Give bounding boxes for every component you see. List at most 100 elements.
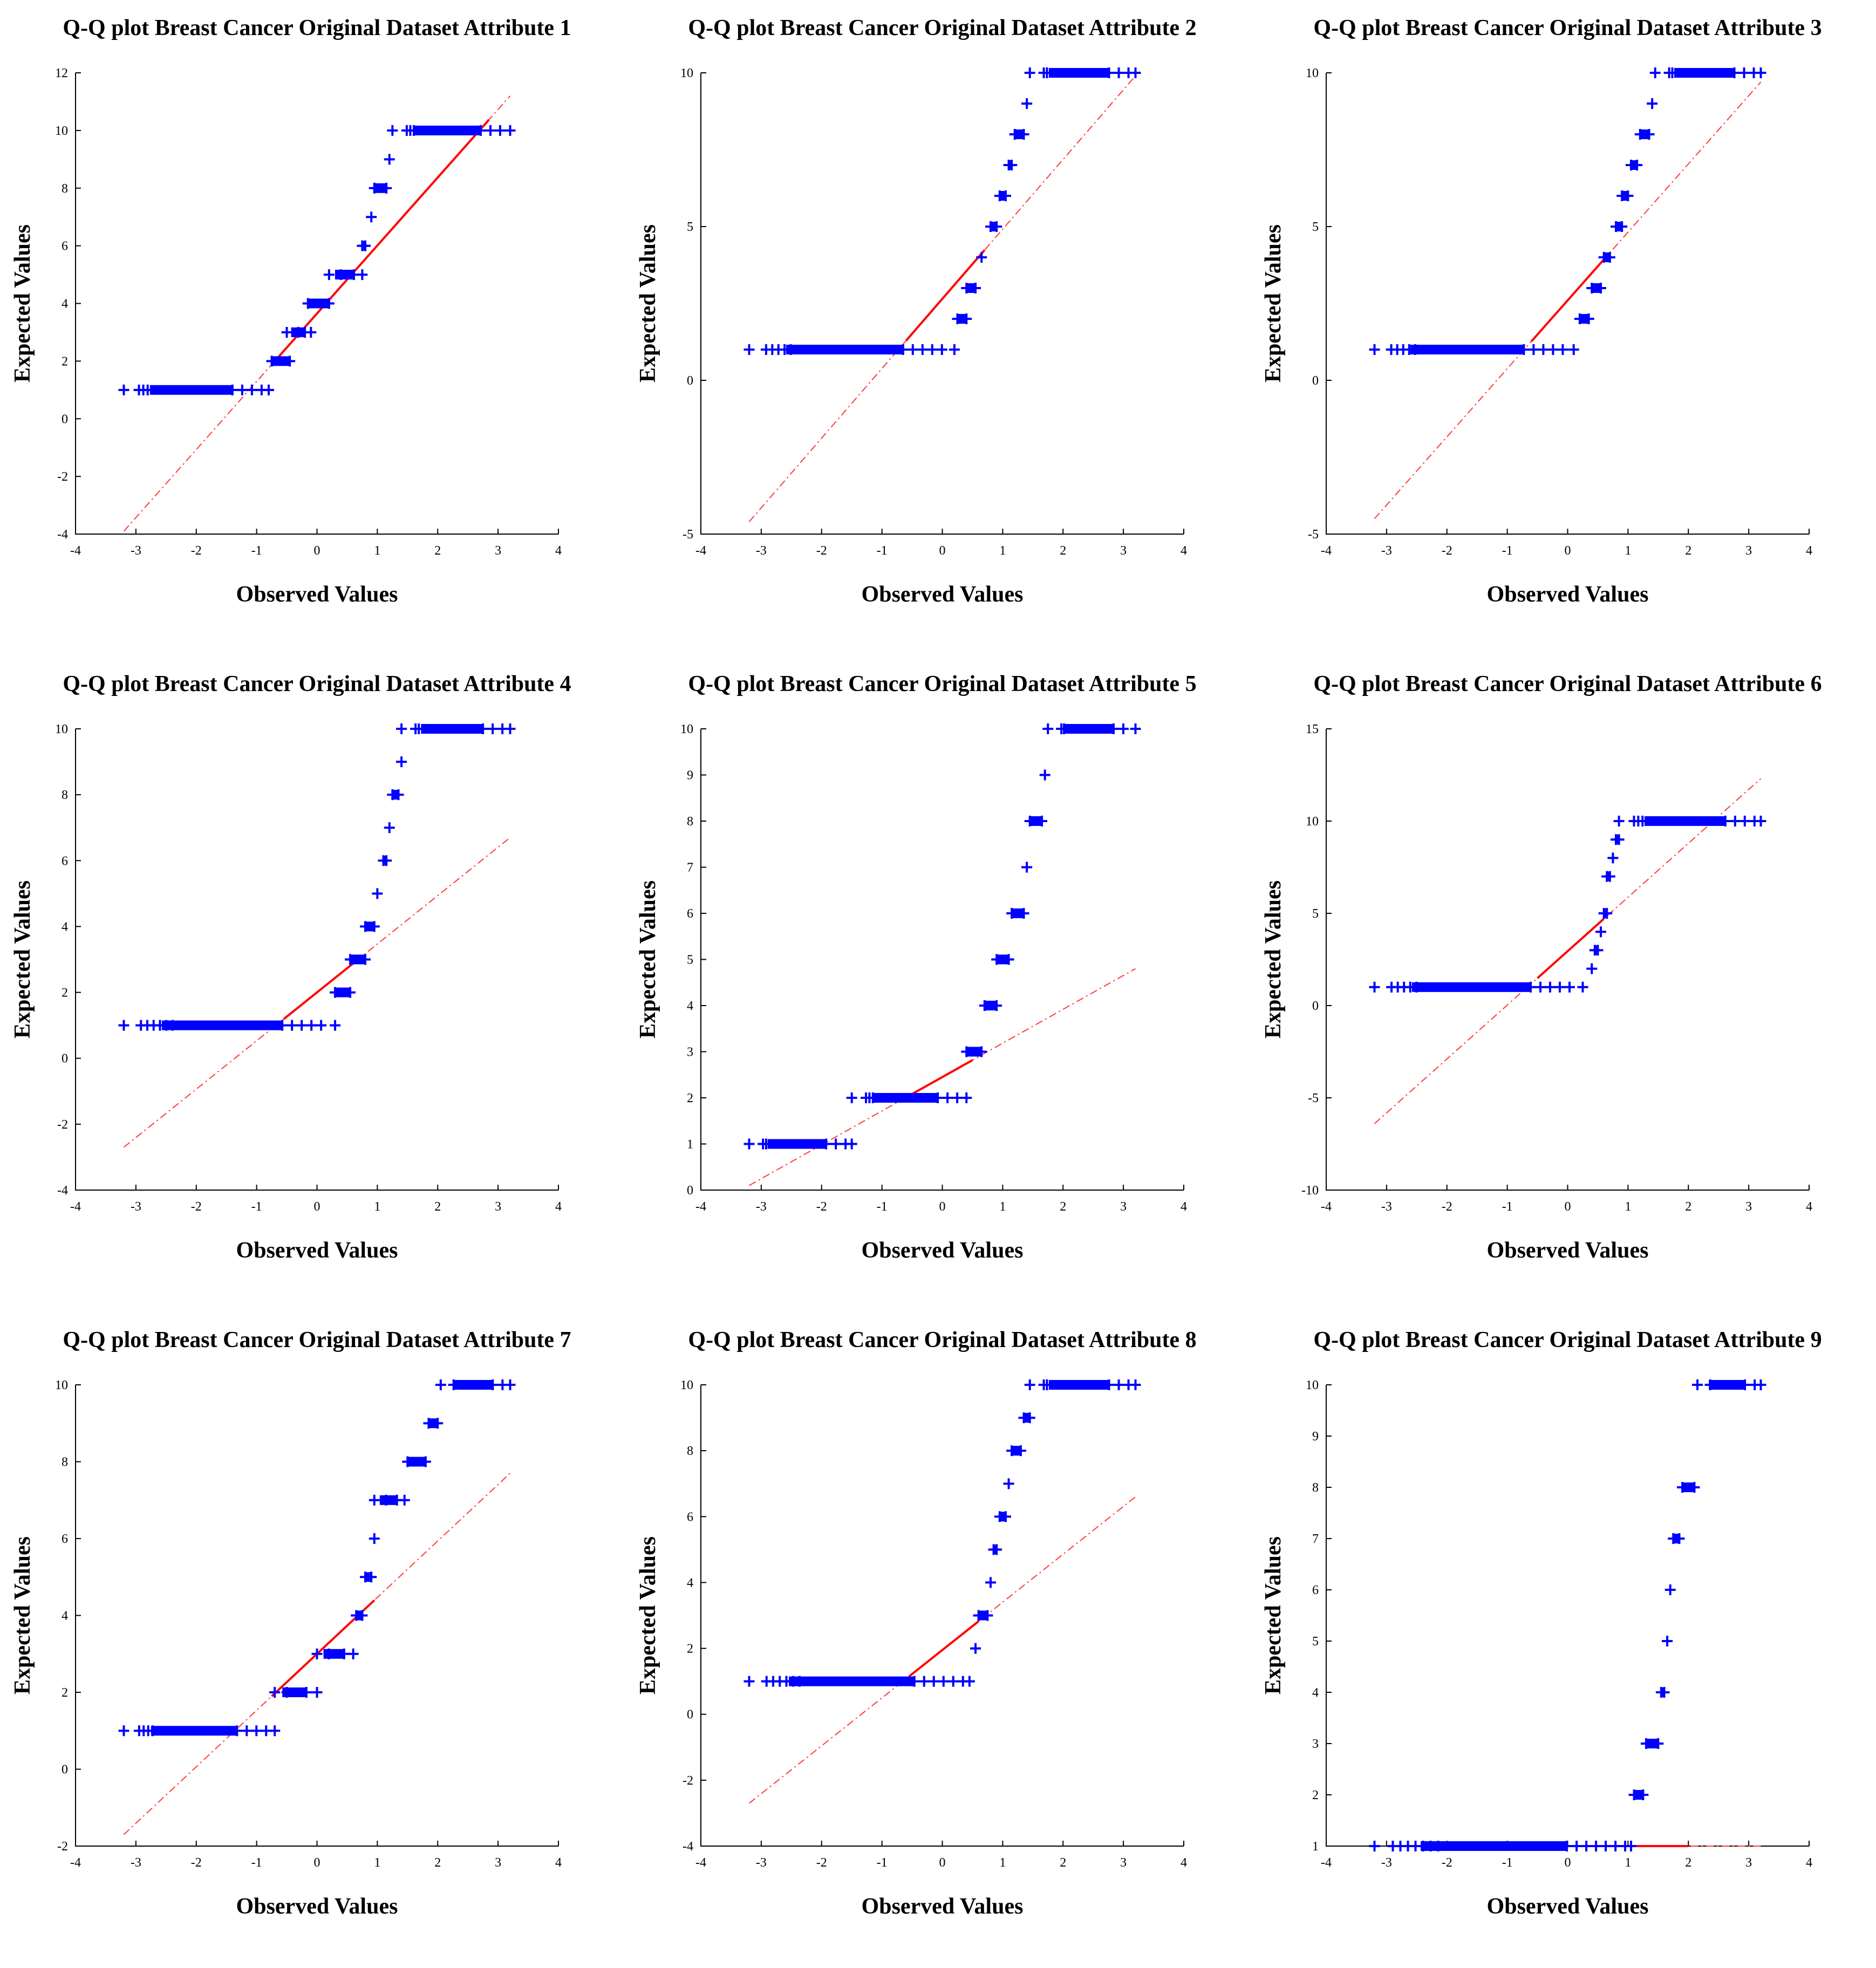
data-point [1538,344,1549,355]
data-point [366,211,377,223]
data-point [475,125,486,136]
y-tick-label: -4 [57,1184,68,1198]
x-axis-label: Observed Values [236,1894,398,1919]
y-tick-label: 8 [687,1444,693,1458]
data-point [1525,981,1536,993]
data-point [985,1577,996,1588]
data-point [1000,1511,1011,1522]
qq-points [743,67,1141,355]
data-point [1039,769,1050,781]
x-tick-label: -4 [1321,544,1332,558]
axes-frame [75,1385,558,1847]
data-point [1557,344,1568,355]
x-tick-label: 4 [1806,544,1812,558]
data-point [1021,862,1033,873]
qq-points [1369,67,1766,355]
plot-title: Q-Q plot Breast Cancer Original Dataset … [688,16,1196,40]
data-point [236,384,248,395]
data-point-cluster [1411,982,1531,992]
data-point [299,326,311,338]
y-tick-label: 2 [62,986,68,1000]
y-tick-label: 6 [1312,1583,1319,1597]
data-point [1123,67,1134,78]
data-point [357,1610,368,1621]
data-point [387,125,398,136]
data-point-cluster [308,298,329,309]
data-point [961,1092,972,1103]
x-tick-label: -1 [1502,544,1513,558]
y-tick-label: 9 [1312,1430,1319,1444]
x-tick-label: -2 [816,544,827,558]
data-point [1117,723,1129,734]
data-point [1749,1379,1761,1390]
data-point [1620,1841,1631,1851]
data-point [743,1676,755,1687]
data-point [1021,98,1033,109]
data-point [391,1494,403,1506]
data-point-cluster [786,345,903,354]
x-tick-label: -2 [191,1856,202,1870]
data-point [1640,1738,1652,1749]
y-axis-label: Expected Values [636,880,660,1038]
data-point [1748,67,1759,78]
data-point [970,1643,981,1654]
x-tick-label: -1 [877,544,888,558]
data-point [1592,945,1604,956]
x-tick-label: -3 [131,544,141,558]
reference-line [1374,81,1762,520]
x-tick-label: -2 [1442,1856,1452,1870]
data-point [347,1648,359,1659]
data-point [1586,963,1598,974]
y-tick-label: 10 [1306,815,1319,829]
x-axis-label: Observed Values [236,1238,398,1263]
data-point [1544,981,1556,993]
data-point [1006,160,1018,170]
data-point [961,313,972,324]
data-point [281,326,292,338]
y-tick-label: 2 [687,1091,693,1105]
data-point [947,1676,959,1687]
qq-points [743,1379,1141,1687]
data-point [1369,1841,1380,1851]
data-point-cluster [335,987,351,997]
data-point [743,1138,755,1150]
x-tick-label: 2 [434,1856,441,1870]
data-point [360,921,371,932]
y-tick-label: 8 [62,1456,68,1470]
x-tick-label: -1 [251,1200,262,1214]
axes-frame [700,1385,1184,1847]
y-tick-label: 4 [687,999,693,1013]
data-point-cluster [282,1687,306,1697]
x-tick-label: -3 [1381,544,1392,558]
data-point [1586,283,1598,293]
x-tick-label: -1 [877,1200,888,1214]
y-tick-label: 12 [55,66,68,80]
data-point [1003,954,1014,965]
data-point [381,182,392,194]
data-point [982,1610,993,1621]
x-tick-label: -4 [1321,1200,1332,1214]
data-point [1024,1412,1035,1424]
data-point [323,269,335,281]
data-point-cluster [453,1380,493,1390]
data-point [1604,871,1615,882]
data-point [1634,129,1646,140]
data-point [846,1092,857,1103]
data-point [345,954,356,965]
x-tick-label: 3 [1745,1856,1752,1870]
y-tick-label: 2 [687,1642,693,1656]
reference-line-solid [1530,251,1611,343]
x-tick-label: -4 [70,1200,81,1214]
x-axis-label: Observed Values [862,1238,1024,1263]
y-tick-label: 4 [62,920,68,934]
x-tick-label: 2 [1685,544,1691,558]
data-point-cluster [1421,1841,1567,1851]
y-tick-label: 0 [687,1708,693,1722]
y-tick-label: 5 [687,953,693,967]
x-tick-label: -1 [1502,1856,1513,1870]
data-point-cluster [291,327,305,337]
qq-plot-panel-9: Q-Q plot Breast Cancer Original Dataset … [1261,1328,1822,1919]
y-tick-label: -2 [57,1840,68,1854]
y-axis-label: Expected Values [1261,880,1286,1038]
data-point [323,298,335,309]
